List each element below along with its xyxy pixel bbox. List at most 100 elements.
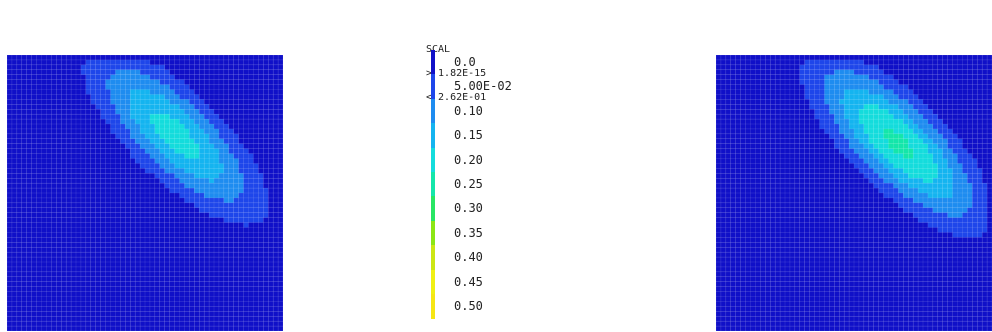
mesh-cell — [849, 104, 855, 110]
mesh-cell — [199, 237, 205, 243]
mesh-cell — [716, 138, 721, 144]
mesh-cell — [46, 188, 52, 194]
mesh-cell — [829, 84, 835, 90]
mesh-cell — [130, 257, 136, 263]
mesh-cell — [46, 227, 52, 233]
mesh-cell — [263, 271, 269, 277]
mesh-cell — [105, 84, 111, 90]
mesh-cell — [735, 158, 741, 164]
mesh-cell — [893, 133, 899, 139]
mesh-cell — [888, 143, 894, 149]
mesh-cell — [829, 133, 835, 139]
mesh-cell — [873, 79, 879, 85]
mesh-cell — [90, 232, 96, 238]
mesh-cell — [199, 158, 205, 164]
mesh-cell — [804, 158, 810, 164]
mesh-cell — [174, 148, 180, 154]
mesh-cell — [11, 237, 17, 243]
mesh-cell — [90, 252, 96, 258]
mesh-cell — [26, 291, 32, 297]
mesh-cell — [11, 178, 17, 184]
mesh-cell — [209, 99, 215, 105]
mesh-cell — [720, 69, 726, 75]
mesh-cell — [863, 94, 869, 100]
mesh-cell — [913, 119, 919, 125]
mesh-cell — [85, 271, 91, 277]
mesh-cell — [85, 262, 91, 267]
mesh-cell — [11, 222, 17, 228]
mesh-cell — [36, 133, 42, 139]
mesh-cell — [26, 143, 32, 149]
contour-panel-left — [7, 55, 283, 331]
mesh-cell — [11, 64, 17, 70]
mesh-cell — [120, 232, 126, 238]
mesh-cell — [209, 212, 215, 218]
mesh-cell — [66, 301, 72, 307]
mesh-cell — [799, 197, 805, 203]
mesh-cell — [204, 148, 210, 154]
mesh-cell — [228, 202, 234, 208]
mesh-cell — [903, 143, 909, 149]
mesh-cell — [834, 69, 840, 75]
mesh-cell — [952, 74, 958, 80]
mesh-cell — [854, 84, 859, 90]
mesh-cell — [243, 133, 249, 139]
mesh-cell — [145, 252, 150, 258]
mesh-cell — [755, 99, 761, 105]
mesh-cell — [863, 197, 869, 203]
mesh-cell — [199, 79, 205, 85]
mesh-cell — [169, 104, 175, 110]
mesh-cell — [85, 133, 91, 139]
mesh-cell — [228, 321, 234, 327]
mesh-cell — [819, 69, 825, 75]
mesh-cell — [140, 163, 146, 169]
mesh-cell — [913, 158, 919, 164]
mesh-cell — [214, 55, 219, 60]
mesh-cell — [770, 114, 776, 120]
mesh-cell — [90, 104, 96, 110]
mesh-cell — [95, 212, 101, 218]
mesh-cell — [140, 178, 146, 184]
mesh-cell — [854, 178, 859, 184]
mesh-cell — [120, 69, 126, 75]
mesh-cell — [952, 109, 958, 115]
mesh-cell — [243, 74, 249, 80]
mesh-cell — [11, 124, 17, 129]
mesh-cell — [85, 59, 91, 65]
mesh-cell — [878, 114, 884, 120]
mesh-cell — [140, 183, 146, 189]
mesh-cell — [46, 286, 52, 292]
mesh-cell — [100, 55, 106, 60]
mesh-cell — [238, 133, 244, 139]
mesh-cell — [273, 296, 279, 302]
mesh-cell — [223, 296, 229, 302]
mesh-cell — [189, 55, 195, 60]
mesh-cell — [169, 188, 175, 194]
mesh-cell — [223, 124, 229, 129]
mesh-cell — [120, 217, 126, 223]
mesh-cell — [214, 281, 219, 287]
mesh-cell — [750, 197, 756, 203]
mesh-cell — [7, 326, 12, 331]
mesh-cell — [760, 124, 766, 129]
mesh-cell — [878, 158, 884, 164]
mesh-cell — [61, 178, 67, 184]
mesh-cell — [218, 197, 224, 203]
mesh-cell — [125, 55, 131, 60]
mesh-cell — [199, 296, 205, 302]
mesh-cell — [770, 133, 776, 139]
mesh-cell — [56, 222, 62, 228]
mesh-cell — [863, 74, 869, 80]
mesh-cell — [908, 158, 914, 164]
mesh-cell — [238, 212, 244, 218]
mesh-cell — [814, 133, 820, 139]
mesh-cell — [972, 143, 978, 149]
mesh-cell — [16, 301, 22, 307]
mesh-cell — [71, 202, 77, 208]
mesh-cell — [740, 133, 746, 139]
mesh-cell — [849, 74, 855, 80]
mesh-cell — [716, 158, 721, 164]
mesh-cell — [716, 64, 721, 70]
mesh-cell — [863, 84, 869, 90]
mesh-cell — [169, 168, 175, 174]
